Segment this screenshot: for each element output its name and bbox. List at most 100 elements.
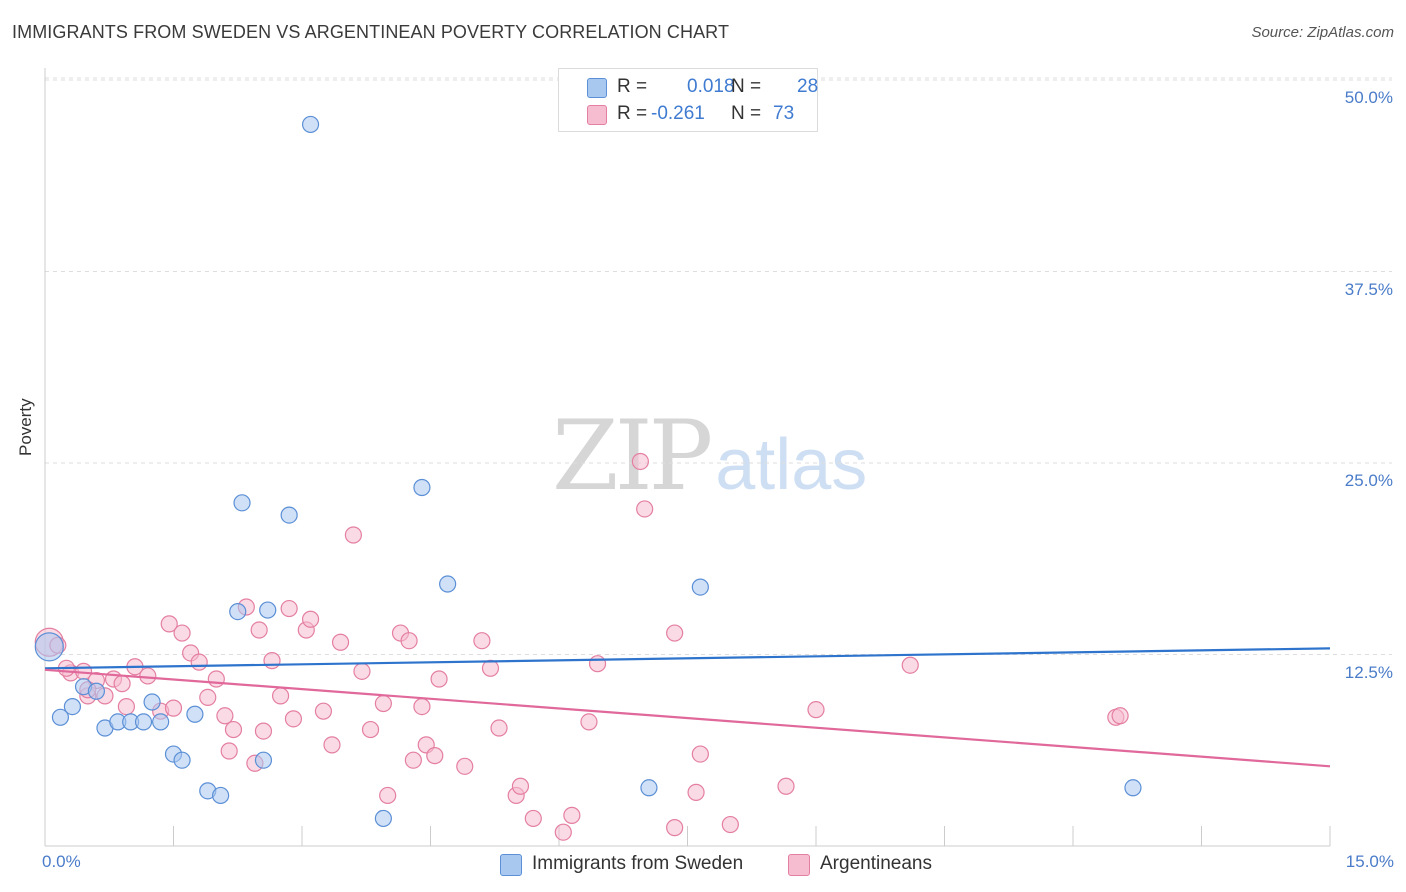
argentinean-point [777, 777, 795, 795]
argentinean-point [404, 751, 422, 769]
argentinean-point [807, 701, 825, 719]
y-tick-label: 50.0% [1344, 88, 1393, 107]
sweden-point [51, 708, 70, 726]
sweden-point [186, 705, 204, 723]
argentinean-point [254, 722, 273, 740]
legend-row-sweden: R = 0.018 N = 28 [559, 74, 819, 100]
sweden-point [134, 713, 153, 731]
argentinean-point [426, 747, 444, 765]
argentinean-point [353, 662, 371, 680]
sweden-point [280, 506, 298, 524]
sweden-points [34, 115, 1142, 828]
legend-n-value: 28 [797, 76, 819, 97]
sweden-point [63, 697, 82, 716]
argentinean-point [173, 624, 191, 642]
watermark: ZIPatlas [552, 400, 867, 512]
argentinean-point [113, 675, 131, 693]
argentinean-point [164, 699, 183, 717]
sweden-point [212, 786, 230, 805]
sweden-point [259, 601, 277, 619]
sweden-point [413, 478, 431, 497]
argentinean-point [430, 670, 448, 688]
sweden-point [439, 575, 457, 593]
legend-n-value: 73 [773, 103, 795, 124]
legend-r-label: R = [617, 103, 648, 124]
argentinean-point [456, 757, 474, 775]
argentinean-point [490, 719, 508, 737]
argentinean-point [331, 633, 350, 651]
argentinean-point [636, 500, 654, 518]
trend-lines [44, 647, 1331, 768]
argentinean-point [631, 452, 649, 471]
sweden-point [87, 682, 106, 700]
chart-title: IMMIGRANTS FROM SWEDEN VS ARGENTINEAN PO… [12, 22, 730, 42]
argentineans-trend-line [44, 668, 1331, 768]
legend-n-label: N = [731, 76, 762, 97]
argentinean-point [481, 659, 500, 677]
argentinean-point [687, 783, 705, 801]
sweden-trend-line [44, 647, 1331, 670]
argentineans-points [34, 452, 1129, 841]
y-tick-label: 12.5% [1344, 662, 1393, 682]
y-tick-label: 25.0% [1344, 471, 1393, 490]
sweden-point [152, 713, 170, 731]
sweden-point [34, 632, 64, 662]
argentinean-point [666, 624, 684, 642]
sweden-point [143, 693, 161, 711]
axes [44, 68, 1331, 847]
argentinean-point [344, 526, 362, 544]
argentinean-point [580, 713, 598, 731]
legend-label-argentineans: Argentineans [820, 853, 932, 874]
legend-r-value: 0.018 [687, 76, 735, 97]
argentinean-point [280, 599, 298, 618]
argentinean-point [301, 610, 320, 628]
argentinean-point [117, 697, 135, 716]
correlation-legend: R = 0.018 N = 28 R = -0.261 N = 73 [558, 68, 818, 132]
argentinean-point [190, 653, 208, 671]
argentinean-point [1111, 707, 1129, 725]
argentinean-point [216, 707, 234, 725]
argentinean-point [554, 823, 572, 841]
argentinean-point [271, 687, 290, 705]
legend-row-argentineans: R = -0.261 N = 73 [559, 101, 817, 127]
argentinean-point [588, 655, 607, 673]
chart-source: Source: ZipAtlas.com [1251, 24, 1394, 41]
argentinean-point [220, 742, 238, 760]
argentinean-point [666, 819, 684, 837]
argentinean-point [721, 815, 739, 834]
sweden-point [301, 115, 320, 134]
argentinean-point [374, 694, 392, 713]
argentinean-point [263, 652, 281, 670]
argentinean-point [524, 809, 542, 828]
gridlines [45, 77, 1392, 655]
legend-r-value: -0.261 [651, 103, 705, 124]
argentinean-point [207, 670, 225, 688]
argentinean-point [473, 632, 491, 650]
argentinean-point [250, 621, 268, 639]
x-tick-label: 15.0% [1345, 852, 1394, 871]
x-tick-label: 0.0% [42, 852, 81, 871]
sweden-point [233, 494, 251, 512]
argentinean-point [379, 786, 397, 805]
argentinean-point [160, 615, 178, 633]
sweden-point [229, 603, 247, 621]
argentinean-point [511, 777, 530, 795]
argentinean-point [400, 632, 418, 650]
legend-label-sweden: Immigrants from Sweden [532, 853, 744, 874]
argentinean-point [901, 656, 919, 674]
legend-swatch-sweden [500, 854, 522, 876]
argentinean-point [139, 667, 157, 685]
argentinean-point [224, 720, 243, 739]
sweden-point [374, 809, 392, 828]
argentinean-point [361, 720, 380, 739]
legend-swatch-argentineans [788, 854, 810, 876]
argentinean-point [284, 710, 303, 728]
argentinean-point [199, 688, 217, 706]
argentinean-point [413, 697, 431, 716]
argentinean-point [323, 736, 341, 754]
legend-n-label: N = [731, 103, 762, 124]
y-tick-label: 37.5% [1344, 279, 1393, 299]
legend-r-label: R = [617, 76, 648, 97]
sweden-point [1124, 779, 1142, 797]
